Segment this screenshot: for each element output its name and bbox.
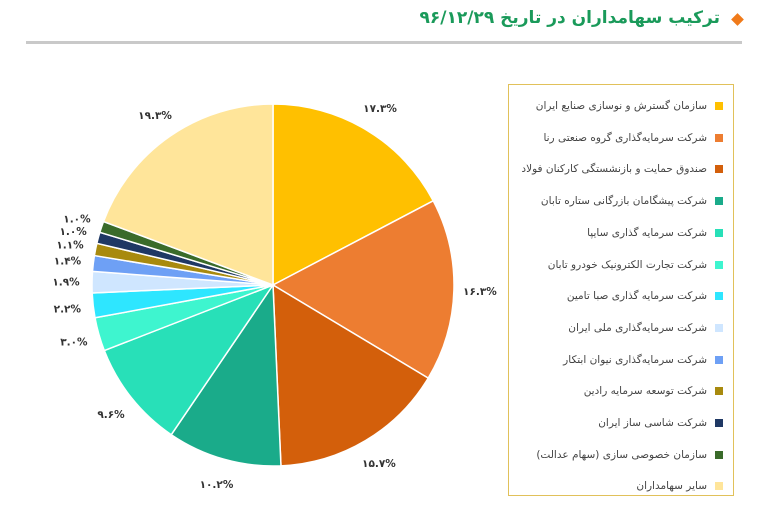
legend-label: صندوق حمایت و بازنشستگی کارکنان فولاد	[521, 163, 707, 176]
legend-item: شرکت سرمایه‌گذاری گروه صنعتی رنا	[543, 129, 723, 147]
page-title: ترکیب سهامداران در تاریخ ۹۶/۱۲/۲۹	[419, 8, 720, 28]
legend-swatch	[715, 228, 723, 237]
legend-label: شرکت پیشگامان بازرگانی ستاره تابان	[540, 195, 707, 208]
pie-slice	[272, 283, 430, 467]
legend-item: شرکت تجارت الکترونیک خودرو تابان	[548, 256, 723, 274]
legend-item: سازمان گسترش و نوسازی صنایع ایران	[536, 97, 723, 115]
data-label: ۱۶.۳%	[463, 286, 497, 298]
legend-item: سازمان خصوصی سازی (سهام عدالت)	[536, 446, 723, 464]
legend-label: شرکت تجارت الکترونیک خودرو تابان	[547, 258, 707, 271]
data-label: ۱.۰%	[60, 226, 88, 238]
legend-swatch	[715, 165, 723, 174]
legend-label: شرکت سرمایه‌گذاری گروه صنعتی رنا	[543, 131, 707, 144]
data-label: ۱۵.۷%	[362, 458, 396, 470]
legend-item: شرکت توسعه سرمایه رادین	[584, 382, 723, 400]
orange-diamond-icon	[731, 13, 744, 26]
legend-label: سازمان گسترش و نوسازی صنایع ایران	[535, 100, 707, 112]
legend-swatch	[715, 450, 723, 459]
legend-swatch	[715, 355, 723, 364]
pie-slice	[272, 103, 435, 287]
legend-item: شرکت پیشگامان بازرگانی ستاره تابان	[541, 192, 723, 210]
pie-slice	[102, 103, 274, 287]
data-label: ۱.۱%	[56, 239, 84, 251]
chart-legend: سازمان گسترش و نوسازی صنایع ایران شرکت سر…	[508, 84, 734, 496]
legend-item: سایر سهامداران	[636, 477, 723, 495]
title-divider	[26, 41, 742, 44]
legend-label: شرکت سرمایه گذاری سایپا	[587, 226, 707, 239]
legend-label: شرکت شاسی ساز ایران	[598, 417, 707, 429]
pie-slice	[271, 199, 455, 380]
data-label: ۱.۴%	[54, 255, 82, 267]
legend-item: شرکت سرمایه‌گذاری ملی ایران	[568, 319, 723, 337]
legend-label: شرکت توسعه سرمایه رادین	[583, 385, 707, 398]
legend-swatch	[715, 323, 723, 332]
legend-swatch	[715, 102, 723, 110]
legend-label: شرکت سرمایه گذاری صبا تامین	[566, 290, 707, 303]
pie-slice	[170, 282, 282, 467]
pie-slice	[103, 283, 275, 436]
legend-label: سازمان خصوصی سازی (سهام عدالت)	[536, 448, 707, 461]
legend-swatch	[715, 482, 723, 491]
legend-swatch	[715, 419, 723, 427]
data-label: ۱.۰%	[63, 214, 91, 226]
legend-label: شرکت سرمایه‌گذاری ملی ایران	[568, 321, 707, 334]
pie-chart: ۱۷.۳% ۱۶.۳% ۱۵.۷% ۱۰.۲% ۹.۶% ۳.۰% ۲.۲% ۱.۹% ۱.۴%…	[52, 103, 497, 491]
legend-item: صندوق حمایت و بازنشستگی کارکنان فولاد	[521, 160, 723, 178]
legend-label: شرکت سرمایه‌گذاری نیوان ابتکار	[563, 353, 707, 366]
data-label: ۹.۶%	[97, 409, 125, 421]
data-label: ۱۹.۳%	[138, 110, 172, 122]
legend-item: شرکت شاسی ساز ایران	[598, 414, 723, 432]
legend-swatch	[715, 260, 723, 269]
data-label: ۱۰.۲%	[200, 479, 234, 491]
legend-swatch	[715, 133, 723, 142]
legend-item: شرکت سرمایه گذاری صبا تامین	[567, 287, 723, 305]
legend-swatch	[715, 387, 723, 396]
header: ترکیب سهامداران در تاریخ ۹۶/۱۲/۲۹	[0, 0, 768, 46]
data-label: ۳.۰%	[60, 337, 88, 349]
data-label: ۲.۲%	[54, 303, 82, 315]
legend-label: سایر سهامداران	[636, 480, 707, 493]
legend-item: شرکت سرمایه‌گذاری نیوان ابتکار	[563, 351, 723, 369]
data-label: ۱۷.۳%	[363, 103, 397, 115]
legend-item: شرکت سرمایه گذاری سایپا	[587, 224, 723, 242]
legend-swatch	[715, 292, 723, 301]
legend-swatch	[715, 197, 723, 206]
data-label: ۱.۹%	[52, 277, 80, 289]
